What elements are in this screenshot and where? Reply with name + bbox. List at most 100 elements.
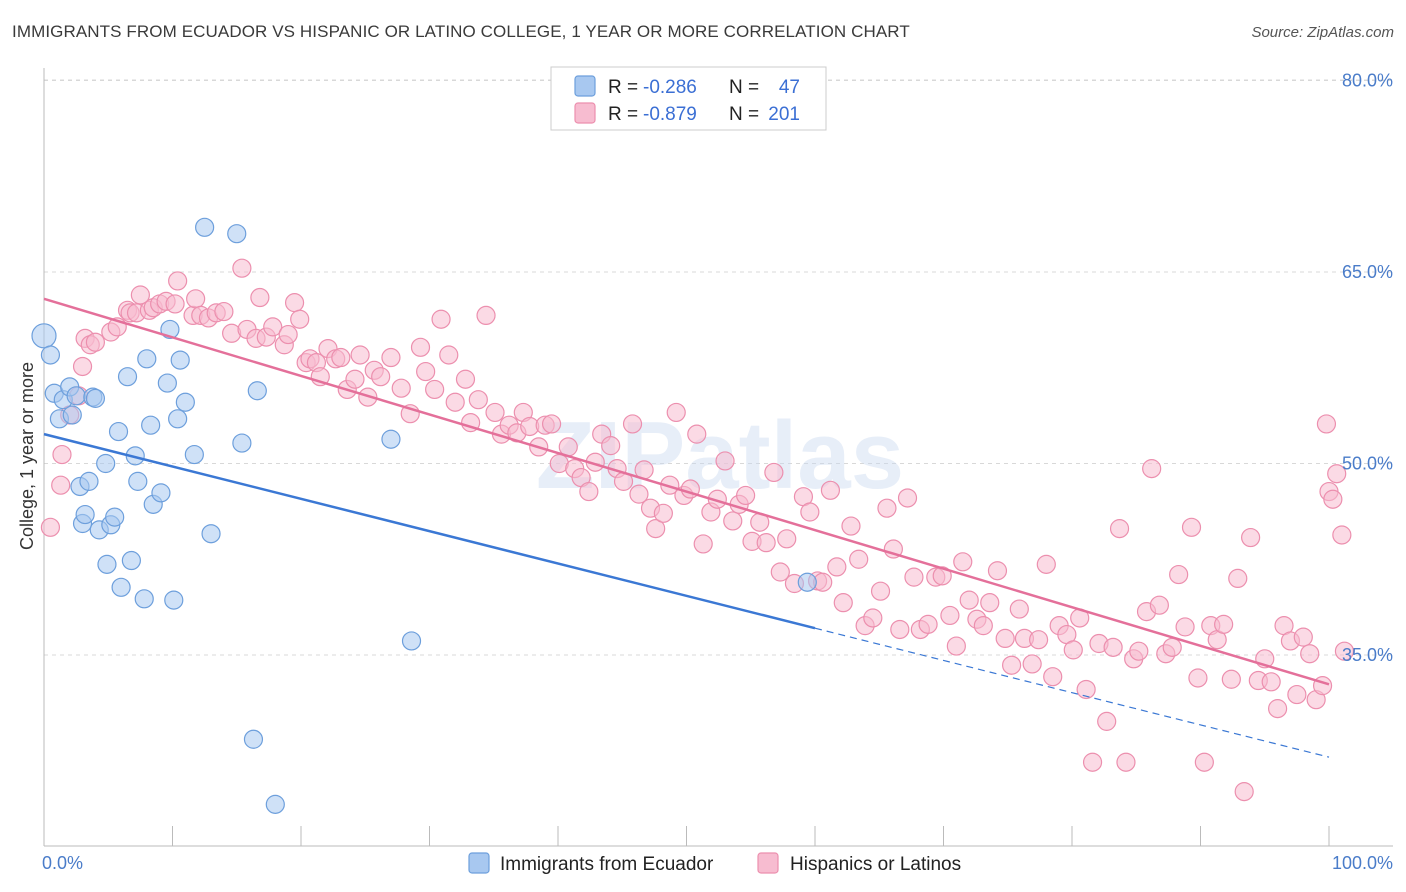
point-hispanics <box>468 390 488 410</box>
point-hispanics <box>278 324 298 345</box>
point-ecuador <box>85 388 106 408</box>
point-hispanics <box>723 511 743 531</box>
point-hispanics <box>1234 782 1254 802</box>
point-hispanics <box>646 519 666 539</box>
point-hispanics <box>764 462 784 483</box>
legend-n-label-0: N = <box>729 77 759 98</box>
bottom-legend-swatch-ecuador <box>468 852 490 874</box>
point-hispanics <box>455 369 476 389</box>
point-ecuador <box>128 471 148 491</box>
point-hispanics <box>1181 517 1202 537</box>
point-hispanics <box>410 337 431 357</box>
point-hispanics <box>1241 527 1261 548</box>
point-hispanics <box>1334 641 1355 661</box>
point-hispanics <box>1149 595 1169 615</box>
point-ecuador <box>137 349 157 369</box>
point-hispanics <box>995 628 1015 649</box>
point-hispanics <box>1316 414 1337 434</box>
legend-n-value-1: 201 <box>768 104 800 125</box>
point-ecuador <box>66 386 86 406</box>
point-hispanics <box>1162 637 1182 657</box>
point-ecuador <box>243 729 264 749</box>
point-hispanics <box>1261 672 1281 692</box>
source-credit: Source: ZipAtlas.com <box>1251 24 1394 41</box>
point-hispanics <box>541 414 562 434</box>
x-tick-labels: 0.0% 100.0% <box>42 853 1393 873</box>
y-tick-label: 50.0% <box>1342 454 1393 474</box>
point-hispanics <box>1103 637 1123 657</box>
point-ecuador <box>117 367 138 387</box>
point-hispanics <box>1036 554 1056 574</box>
point-ecuador <box>79 471 99 491</box>
legend-swatch-pink <box>574 102 596 124</box>
point-hispanics <box>1129 641 1149 661</box>
bottom-legend-label-ecuador: Immigrants from Ecuador <box>500 854 714 875</box>
point-hispanics <box>959 590 979 610</box>
point-hispanics <box>622 414 643 434</box>
point-hispanics <box>946 636 966 656</box>
point-hispanics <box>214 301 234 322</box>
legend-r-value-1: -0.879 <box>643 104 697 125</box>
point-hispanics <box>932 566 952 586</box>
point-hispanics <box>168 271 188 291</box>
point-hispanics <box>476 305 496 326</box>
chart-title: IMMIGRANTS FROM ECUADOR VS HISPANIC OR L… <box>12 22 910 41</box>
point-hispanics <box>1287 684 1307 705</box>
point-hispanics <box>391 378 411 398</box>
point-hispanics <box>715 451 735 471</box>
point-hispanics <box>800 502 820 522</box>
y-tick-label: 35.0% <box>1342 645 1393 665</box>
point-hispanics <box>629 484 649 504</box>
point-ecuador <box>40 345 61 365</box>
point-hispanics <box>579 481 599 502</box>
point-hispanics <box>601 436 621 456</box>
point-hispanics <box>1116 752 1136 772</box>
point-hispanics <box>250 287 270 308</box>
point-ecuador <box>121 550 141 571</box>
point-hispanics <box>849 549 869 569</box>
point-hispanics <box>890 619 910 640</box>
point-hispanics <box>827 557 847 577</box>
point-hispanics <box>736 485 756 506</box>
point-hispanics <box>381 347 401 368</box>
point-ecuador <box>201 524 221 544</box>
point-hispanics <box>1009 599 1029 619</box>
point-hispanics <box>870 581 891 601</box>
point-hispanics <box>1076 679 1096 700</box>
legend-n-value-0: 47 <box>779 77 800 98</box>
point-hispanics <box>1332 525 1352 545</box>
point-hispanics <box>1063 640 1083 660</box>
trendline-ecuador <box>43 432 816 630</box>
point-hispanics <box>980 593 1000 613</box>
point-hispanics <box>940 605 960 626</box>
point-hispanics <box>40 517 61 537</box>
point-hispanics <box>1221 669 1241 689</box>
point-hispanics <box>833 593 853 613</box>
point-hispanics <box>439 345 459 365</box>
point-hispanics <box>904 567 924 587</box>
point-hispanics <box>284 293 305 313</box>
point-ecuador <box>227 224 247 244</box>
point-hispanics <box>85 332 106 352</box>
point-hispanics <box>51 475 71 495</box>
point-ecuador <box>184 444 204 465</box>
point-ecuador <box>62 405 82 425</box>
legend-r-label-1: R = <box>608 104 638 125</box>
point-hispanics <box>1188 668 1208 688</box>
point-hispanics <box>345 369 365 389</box>
point-hispanics <box>660 475 680 495</box>
point-hispanics <box>987 561 1008 581</box>
legend: R = -0.286 N = 47 R = -0.879 N = 201 <box>550 66 827 131</box>
point-ecuador <box>105 507 125 527</box>
point-hispanics <box>953 552 973 572</box>
point-hispanics <box>756 533 776 553</box>
legend-swatch-blue <box>574 75 596 97</box>
point-hispanics <box>918 614 938 634</box>
x-tick-label: 100.0% <box>1332 853 1393 873</box>
point-ecuador <box>134 589 154 609</box>
point-ecuador <box>157 373 177 393</box>
point-hispanics <box>897 488 918 508</box>
bottom-legend: Immigrants from Ecuador Hispanics or Lat… <box>468 852 961 875</box>
trendlines <box>43 297 1330 758</box>
point-hispanics <box>350 345 370 365</box>
